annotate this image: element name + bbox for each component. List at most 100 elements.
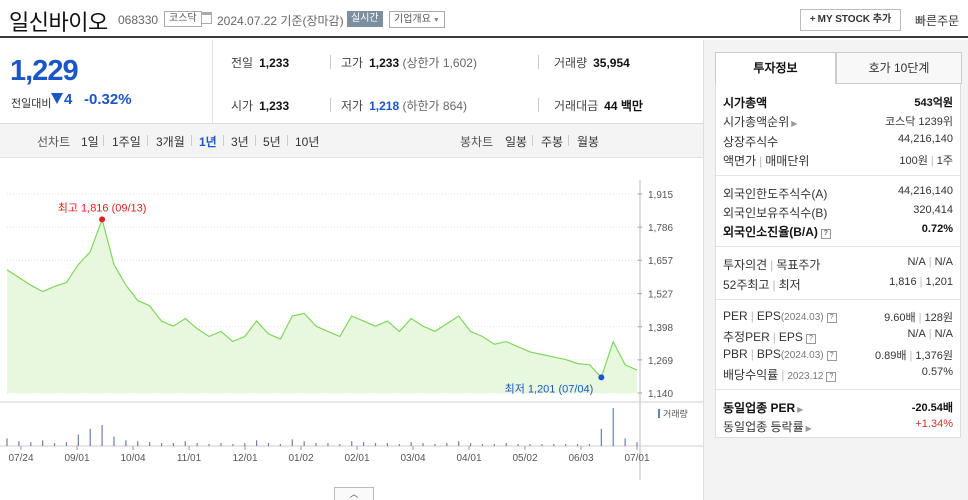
- x-tick-label: 04/01: [456, 453, 481, 464]
- low-label: 저가: [341, 99, 364, 113]
- shares-row: 상장주식수 44,216,140: [723, 133, 953, 151]
- volume-bar: [315, 443, 317, 446]
- pbr-bps-label-wrap: PBR | BPS(2024.03)?: [723, 347, 837, 361]
- help-icon[interactable]: ?: [826, 351, 837, 361]
- sector-per-label-wrap[interactable]: 동일업종 PER ▶: [723, 399, 803, 416]
- y-tick-label: 1,140: [648, 389, 673, 400]
- price-chart-panel: 1,229 전일대비 4 -0.32% 전일 1,233 고가 1,233 (상한가…: [0, 40, 703, 500]
- volume: 거래량 35,954: [554, 54, 630, 71]
- divider: [532, 135, 533, 146]
- period-1w[interactable]: 1주일: [112, 135, 141, 149]
- divider: [716, 175, 960, 176]
- x-tick-label: 02/01: [344, 453, 369, 464]
- chevron-up-icon: ︿: [349, 489, 359, 499]
- cap-rank-label: 시가총액순위: [723, 115, 790, 129]
- candle-monthly[interactable]: 월봉: [577, 135, 600, 149]
- divider: [716, 299, 960, 300]
- volume-bar: [65, 442, 68, 446]
- help-icon[interactable]: ?: [826, 313, 837, 323]
- y-axis: 1,915 1,786 1,657 1,527 1,398 1,269 1,140: [0, 180, 703, 480]
- low-value: 1,218: [369, 99, 400, 113]
- volume-bar: [303, 441, 305, 446]
- sector-per-value: -20.54배: [911, 402, 953, 414]
- est-per-row: 추정PER | EPS? N/A | N/A: [723, 328, 953, 346]
- reference-date: 2024.07.22 기준(장마감): [217, 14, 344, 28]
- volume-bar: [101, 425, 103, 446]
- help-icon[interactable]: ?: [820, 229, 831, 239]
- add-mystock-label: MY STOCK 추가: [817, 14, 892, 25]
- eps-value: 128원: [924, 312, 953, 324]
- x-tick-label: 01/02: [288, 453, 313, 464]
- collapse-chart-button[interactable]: ︿: [334, 487, 374, 500]
- period-1d[interactable]: 1일: [81, 135, 99, 149]
- company-overview-label: 기업개요: [394, 14, 431, 25]
- sector-per-label: 동일업종 PER: [723, 401, 796, 415]
- tab-order-book[interactable]: 호가 10단계: [836, 52, 962, 84]
- price-chart[interactable]: 1,915 1,786 1,657 1,527 1,398 1,269 1,140 최고 1…: [0, 40, 703, 500]
- sector-per-row: 동일업종 PER ▶ -20.54배: [723, 399, 953, 417]
- tab-investment-info[interactable]: 투자정보: [715, 52, 836, 84]
- dividend-row: 배당수익률 | 2023.12? 0.57%: [723, 366, 953, 384]
- eps-period: (2024.03): [780, 312, 824, 323]
- volume-bar: [612, 408, 614, 446]
- dividend-value: 0.57%: [921, 366, 953, 378]
- y-tick-label: 1,527: [648, 290, 673, 301]
- divider: [147, 135, 148, 146]
- candle-weekly[interactable]: 주봉: [541, 135, 564, 149]
- period-10y[interactable]: 10년: [295, 135, 320, 149]
- help-icon[interactable]: ?: [826, 372, 837, 382]
- period-1y[interactable]: 1년: [199, 135, 217, 149]
- opinion-label-wrap: 투자의견 | 목표주가: [723, 256, 820, 273]
- lower-limit: (하한가 864): [402, 99, 467, 113]
- foreign-ratio-row: 외국인소진율(B/A)? 0.72%: [723, 223, 953, 241]
- x-axis: 07/24 09/01 10/04 11/01 12/01 01/02 02/01 03/04…: [8, 446, 650, 464]
- shares-label: 상장주식수: [723, 135, 779, 149]
- market-cap-row: 시가총액 543억원: [723, 94, 953, 112]
- period-3m[interactable]: 3개월: [156, 135, 185, 149]
- volume-bar: [434, 444, 436, 446]
- foreign-ratio-label: 외국인소진율(B/A): [723, 225, 818, 239]
- cap-rank-label-wrap[interactable]: 시가총액순위 ▶: [723, 113, 797, 130]
- w52-low-label: 최저: [778, 278, 801, 292]
- target-value: N/A: [934, 256, 953, 268]
- realtime-button[interactable]: 실시간: [347, 11, 383, 27]
- sector-change-row: 동일업종 등락률 ▶ +1.34%: [723, 418, 953, 436]
- sector-change-label-wrap[interactable]: 동일업종 등락률 ▶: [723, 418, 812, 435]
- prev-close: 전일 1,233: [231, 54, 289, 71]
- help-icon[interactable]: ?: [805, 334, 816, 344]
- info-table: 시가총액 543억원 시가총액순위 ▶ 코스닥 1239위 상장주식수 44,216,1…: [715, 84, 961, 438]
- bps-value: 1,376원: [915, 350, 953, 362]
- period-3y[interactable]: 3년: [231, 135, 249, 149]
- x-tick-label: 07/24: [8, 453, 33, 464]
- separator: |: [918, 312, 922, 324]
- add-mystock-button[interactable]: + MY STOCK 추가: [800, 9, 901, 31]
- low-price: 저가 1,218 (하한가 864): [341, 97, 467, 114]
- pbr-bps-value-wrap: 0.89배 | 1,376원: [875, 347, 953, 363]
- pbr-label: PBR: [723, 347, 748, 361]
- unit-label: 매매단위: [765, 154, 810, 168]
- separator: |: [930, 155, 934, 167]
- volume-bar: [42, 440, 44, 446]
- w52-label-wrap: 52주최고 | 최저: [723, 276, 801, 293]
- volume-bar: [267, 443, 270, 446]
- volume-bar: [149, 442, 151, 446]
- period-5y[interactable]: 5년: [263, 135, 281, 149]
- volume-bar: [137, 441, 139, 446]
- company-overview-button[interactable]: 기업개요 ▼: [389, 11, 445, 28]
- per-value: 9.60배: [884, 312, 916, 324]
- volume-bar: [446, 443, 448, 446]
- volume-bar: [636, 442, 638, 446]
- quick-order-button[interactable]: 빠른주문: [915, 14, 960, 28]
- foreign-ratio-label-wrap: 외국인소진율(B/A)?: [723, 223, 831, 240]
- prev-close-value: 1,233: [259, 56, 290, 70]
- divider: [287, 135, 288, 146]
- x-tick-label: 05/02: [512, 453, 537, 464]
- investment-info-panel: 투자정보 호가 10단계 시가총액 543억원 시가총액순위 ▶ 코스닥 1239위 …: [703, 40, 968, 500]
- candle-daily[interactable]: 일봉: [505, 135, 528, 149]
- y-tick-label: 1,915: [648, 190, 673, 201]
- volume-bar: [422, 443, 424, 446]
- x-tick-label: 12/01: [232, 453, 257, 464]
- dividend-label: 배당수익률: [723, 368, 779, 382]
- x-tick-label: 07/01: [624, 453, 649, 464]
- divider: [255, 135, 256, 146]
